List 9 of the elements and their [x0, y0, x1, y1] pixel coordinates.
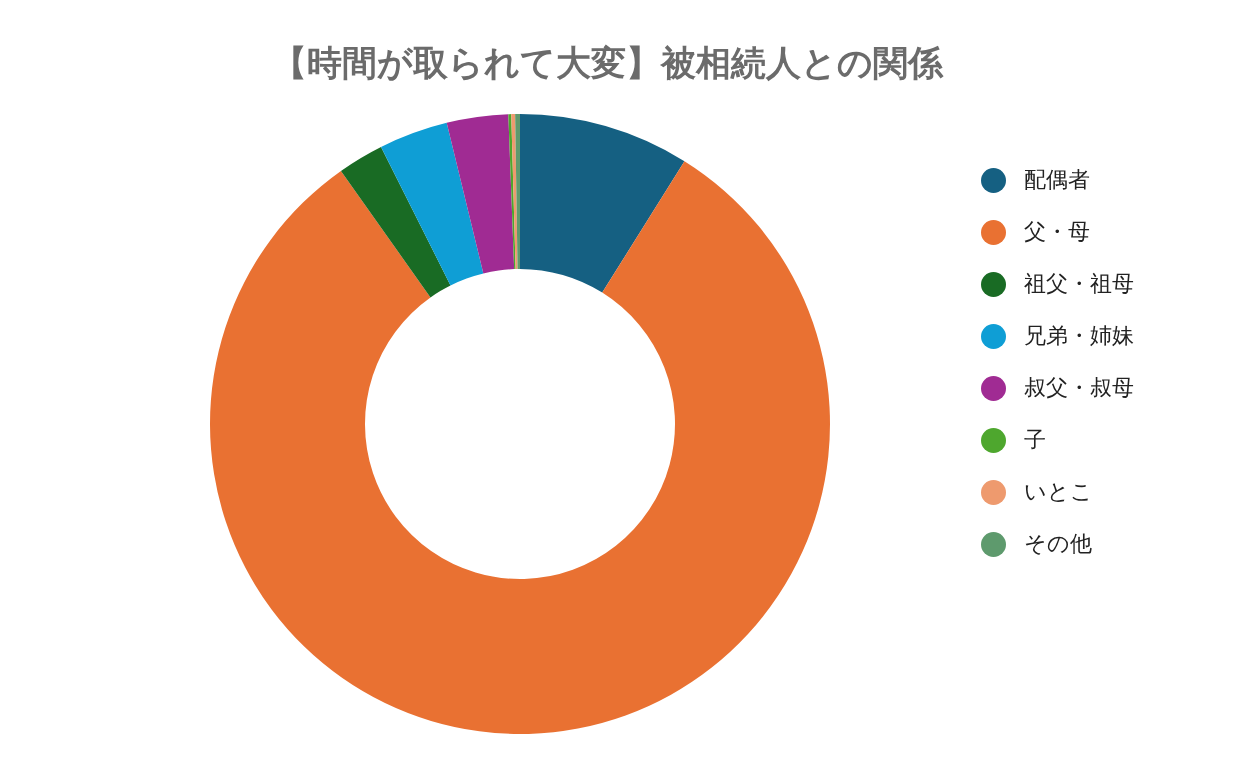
legend-label: その他 — [1024, 530, 1092, 558]
legend-label: 父・母 — [1024, 218, 1090, 246]
legend-label: 叔父・叔母 — [1024, 374, 1134, 402]
legend-label: 兄弟・姉妹 — [1024, 322, 1134, 350]
legend-label: 祖父・祖母 — [1024, 270, 1134, 298]
legend-label: いとこ — [1024, 478, 1093, 506]
legend-label: 子 — [1024, 426, 1046, 454]
chart-title: 【時間が取られて大変】被相続人との関係 — [271, 42, 945, 85]
legend-label: 配偶者 — [1024, 166, 1090, 194]
